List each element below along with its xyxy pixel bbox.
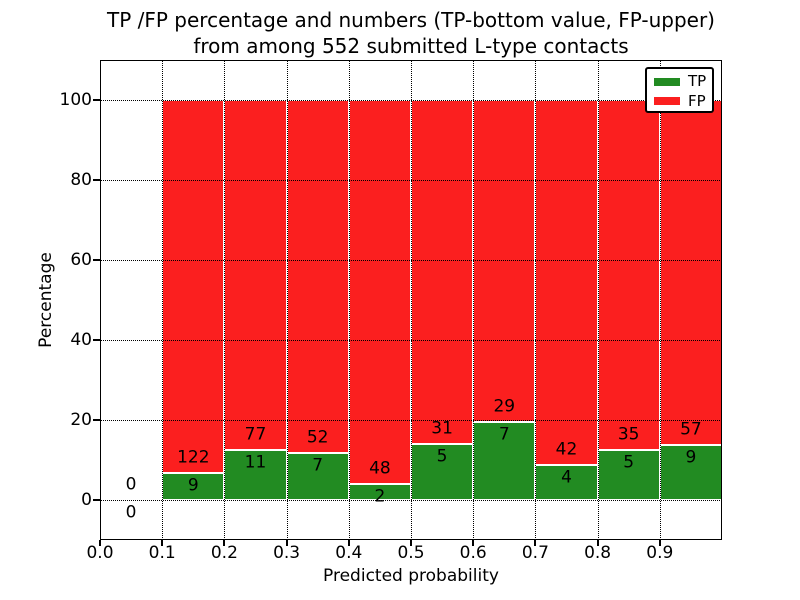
chart-title-line2: from among 552 submitted L-type contacts [193,34,629,58]
x-tick-mark [410,540,412,546]
fp-legend-swatch [654,97,680,106]
legend-entry-fp: FP [654,92,712,112]
y-tick-label: 20 [70,410,92,430]
x-tick-label: 0.4 [335,543,363,563]
chart-title: TP /FP percentage and numbers (TP-bottom… [100,7,722,59]
fp-legend-label: FP [688,91,706,110]
x-tick-label: 0.0 [86,543,114,563]
x-tick-mark [658,540,661,546]
y-tick-mark [93,499,100,501]
x-tick-mark [596,540,599,546]
x-tick-mark [534,540,537,546]
x-tick-label: 0.3 [273,543,301,563]
tp-legend-swatch [654,77,680,86]
x-tick-mark [472,540,475,546]
x-tick-label: 0.8 [584,543,612,563]
x-tick-mark [347,540,350,546]
tp-legend-label: TP [688,72,707,91]
y-tick-label: 0 [81,490,92,510]
legend: TP FP [645,67,714,113]
x-tick-label: 0.6 [459,543,487,563]
y-tick-label: 80 [70,170,92,190]
x-tick-mark [161,540,164,546]
x-tick-label: 0.5 [397,543,425,563]
x-tick-label: 0.1 [148,543,176,563]
x-tick-label: 0.7 [521,543,549,563]
x-tick-mark [223,540,226,546]
y-tick-mark [93,339,100,341]
plot-frame [100,60,722,540]
x-tick-mark [285,540,288,546]
x-tick-label: 0.2 [210,543,238,563]
x-axis-label: Predicted probability [323,566,499,586]
chart-title-line1: TP /FP percentage and numbers (TP-bottom… [107,8,715,32]
y-tick-mark [93,99,100,101]
y-tick-mark [93,419,100,421]
y-tick-label: 100 [59,90,92,110]
legend-entry-tp: TP [654,72,712,92]
x-tick-mark [99,540,101,546]
x-tick-label: 0.9 [646,543,674,563]
y-tick-mark [93,179,100,181]
y-axis-label: Percentage [36,252,56,348]
y-tick-mark [93,259,100,261]
